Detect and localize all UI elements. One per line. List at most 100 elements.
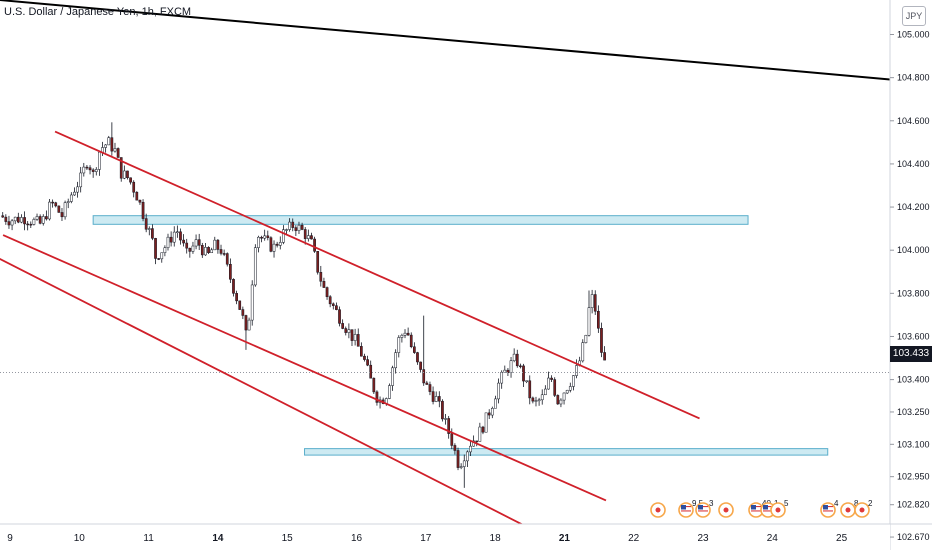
candle: [391, 365, 394, 391]
candle-body: [540, 394, 544, 401]
candle-body: [294, 227, 298, 231]
event-marker[interactable]: 9.5: [678, 499, 704, 518]
channel-middle-line[interactable]: [2, 234, 607, 502]
candle-body: [397, 337, 401, 353]
candle: [428, 381, 432, 396]
x-tick-label: 25: [836, 533, 848, 544]
candle-body: [176, 231, 179, 234]
candle-body: [456, 450, 460, 468]
event-marker[interactable]: 3: [695, 499, 714, 518]
candle-body: [69, 194, 73, 202]
candle-body: [4, 216, 8, 222]
event-marker[interactable]: [650, 502, 666, 518]
candle-body: [194, 239, 198, 247]
candle: [35, 213, 39, 221]
candle: [444, 413, 447, 425]
candle-body: [534, 400, 538, 402]
time-axis[interactable]: 9 10 11 14 15 16 17 18 21 22 23 24 25: [0, 523, 932, 550]
candle: [369, 360, 373, 379]
event-marker[interactable]: 2: [854, 499, 873, 518]
flag-canton: [763, 505, 768, 510]
candle-body: [16, 216, 20, 223]
candle-body: [531, 397, 535, 402]
candle: [335, 302, 338, 311]
candle: [23, 211, 26, 231]
candle-body: [138, 199, 142, 203]
candle-body: [447, 418, 451, 434]
candle: [319, 265, 323, 287]
candle-body: [10, 220, 14, 226]
candle: [300, 222, 304, 231]
candle: [76, 181, 79, 198]
candle: [194, 234, 198, 250]
candle-body: [522, 365, 525, 382]
candle: [497, 378, 500, 404]
candle-body: [119, 157, 123, 179]
candle: [157, 258, 160, 261]
candle: [325, 286, 329, 300]
candle: [288, 218, 291, 232]
candle: [204, 243, 207, 256]
candle-body: [325, 287, 329, 297]
candle-body: [253, 247, 257, 286]
flag-canton: [751, 505, 756, 510]
candle-body: [450, 433, 454, 446]
drawings-layer[interactable]: [0, 0, 894, 538]
candle-body: [515, 353, 519, 367]
candle: [263, 229, 267, 241]
candle: [441, 399, 444, 422]
current-price-label: 103.433: [890, 346, 932, 362]
x-tick-label: 17: [420, 533, 432, 544]
candle-body: [219, 249, 223, 254]
candle: [272, 240, 276, 258]
event-markers[interactable]: 9.534015482: [650, 499, 873, 518]
candle: [257, 235, 260, 253]
candle: [269, 236, 273, 253]
event-marker[interactable]: [718, 502, 734, 518]
resistance-zone[interactable]: [92, 215, 749, 225]
candle: [13, 216, 17, 225]
channel-bottom-line[interactable]: [0, 258, 548, 538]
candle-body: [366, 359, 369, 366]
black-trendline[interactable]: [0, 0, 894, 81]
y-tick-label: 103.400: [897, 375, 930, 385]
candle-body: [129, 177, 132, 183]
candle-body: [207, 247, 210, 254]
candle-body: [35, 216, 39, 220]
candle: [447, 415, 451, 439]
candle: [547, 371, 550, 390]
candle-body: [587, 307, 591, 336]
x-tick-label: 9: [7, 533, 13, 544]
candle: [322, 277, 326, 288]
candle: [26, 221, 30, 231]
candle: [235, 290, 238, 305]
candle: [525, 380, 528, 384]
y-tick-label: 104.800: [897, 73, 930, 83]
event-marker[interactable]: 8: [840, 499, 859, 518]
candle-body: [269, 237, 273, 252]
event-marker[interactable]: 5: [770, 499, 789, 518]
price-axis[interactable]: 105.000 104.800 104.600 104.400 104.200 104.0…: [889, 0, 932, 550]
candle: [16, 212, 20, 224]
candle: [462, 454, 466, 488]
candle-body: [519, 365, 522, 368]
candle: [41, 214, 45, 226]
candle: [341, 319, 344, 330]
candle-body: [91, 169, 95, 172]
candle-body: [182, 239, 185, 244]
candle-body: [556, 395, 560, 405]
currency-button[interactable]: JPY: [902, 6, 926, 26]
candle: [313, 236, 316, 253]
y-tick-label: 104.600: [897, 116, 930, 126]
candle: [590, 289, 594, 314]
candle-body: [185, 242, 189, 249]
candle: [38, 214, 42, 225]
flag-stripe: [751, 510, 761, 512]
channel-top-line[interactable]: [54, 130, 700, 420]
y-tick-label: 103.250: [897, 407, 930, 417]
candle: [51, 199, 54, 208]
event-marker[interactable]: 4: [820, 499, 839, 518]
candle: [413, 342, 416, 354]
support-zone[interactable]: [304, 448, 829, 456]
